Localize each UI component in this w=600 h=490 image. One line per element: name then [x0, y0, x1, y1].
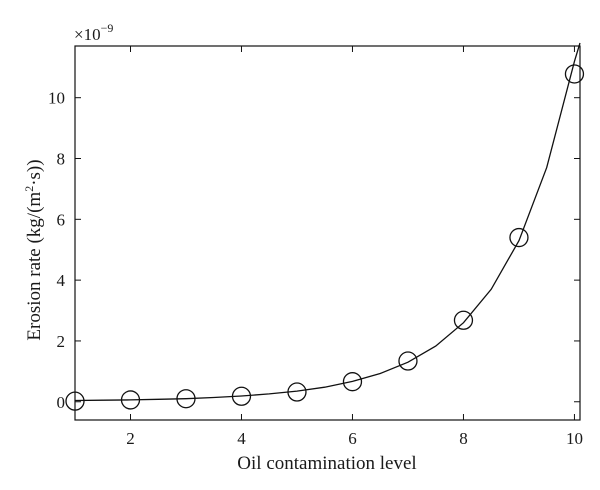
data-point	[342, 372, 363, 392]
y-tick-label: 0	[57, 393, 66, 412]
y-axis-title: Erosion rate (kg/(m2·s))	[22, 159, 45, 340]
y-tick-label: 4	[57, 271, 66, 290]
plot-frame	[74, 45, 581, 421]
x-tick-label: 10	[566, 429, 583, 448]
data-point	[398, 351, 418, 371]
data-point	[287, 382, 307, 402]
x-axis-title: Oil contamination level	[237, 453, 416, 474]
y-tick-label: 8	[57, 150, 66, 169]
fit-curve	[74, 42, 581, 402]
data-point	[509, 227, 529, 248]
x-tick-label: 8	[459, 429, 468, 448]
x-tick-label: 2	[126, 429, 135, 448]
y-axis-multiplier: ×10−9	[74, 21, 113, 44]
y-tick-label: 2	[57, 332, 66, 351]
y-tick-label: 6	[57, 210, 66, 229]
data-point	[564, 64, 585, 84]
x-tick-label: 6	[348, 429, 357, 448]
data-point	[453, 310, 474, 330]
data-point	[120, 390, 141, 410]
ticks-layer: 2 4 6 8 10 0 2 4 6 8 10	[48, 46, 583, 448]
data-point	[231, 386, 252, 406]
x-tick-label: 4	[237, 429, 246, 448]
data-point	[176, 389, 196, 409]
y-tick-label: 10	[48, 89, 65, 108]
points-layer	[65, 64, 585, 411]
